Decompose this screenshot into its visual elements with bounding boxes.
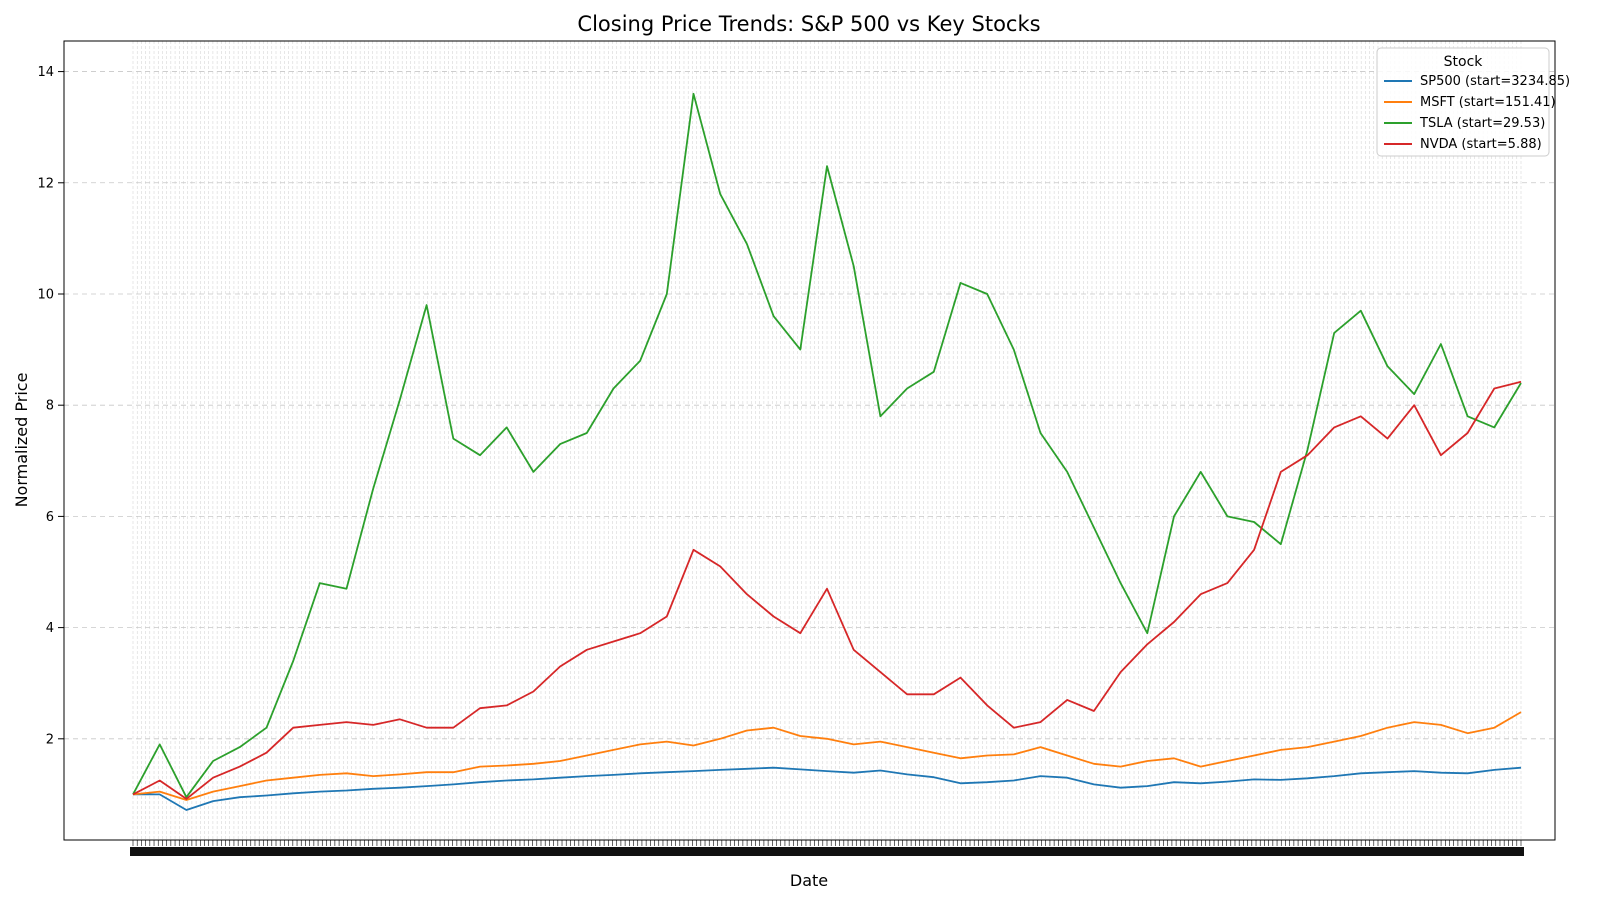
chart-title: Closing Price Trends: S&P 500 vs Key Sto… <box>577 12 1040 36</box>
legend: Stock SP500 (start=3234.85) MSFT (start=1… <box>1376 47 1570 157</box>
x-axis-label: Date <box>790 871 828 890</box>
legend-box <box>1376 47 1550 157</box>
series-lines <box>132 92 1522 811</box>
y-axis-label: Normalized Price <box>12 373 31 508</box>
series-line <box>132 380 1522 800</box>
legend-entry-label: NVDA (start=5.88) <box>1420 137 1542 152</box>
plot-frame <box>63 40 1556 841</box>
x-tick-label-band <box>130 847 1524 856</box>
y-tick-label: 8 <box>46 399 54 414</box>
series-line <box>133 766 1522 811</box>
legend-entry-label: MSFT (start=151.41) <box>1420 95 1556 110</box>
y-tick-label: 2 <box>46 732 54 747</box>
legend-entry-label: TSLA (start=29.53) <box>1419 116 1545 131</box>
grid <box>64 41 1555 840</box>
y-axis-ticks: 2 4 6 8 10 12 14 <box>37 65 64 747</box>
y-tick-label: 4 <box>46 621 54 636</box>
series-line <box>132 92 1522 799</box>
legend-title: Stock <box>1444 54 1484 70</box>
legend-entry-label: SP500 (start=3234.85) <box>1420 74 1570 89</box>
y-tick-label: 10 <box>37 287 54 302</box>
y-tick-label: 14 <box>37 65 54 80</box>
y-tick-label: 12 <box>37 176 54 191</box>
series-line <box>132 711 1522 801</box>
x-axis-ticks <box>130 840 1524 856</box>
y-tick-label: 6 <box>46 510 54 525</box>
